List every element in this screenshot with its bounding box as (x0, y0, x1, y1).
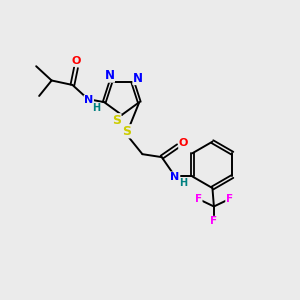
Text: O: O (71, 56, 81, 66)
Text: S: S (122, 125, 131, 138)
Text: F: F (195, 194, 202, 204)
Text: O: O (179, 139, 188, 148)
Text: H: H (92, 103, 100, 113)
Text: N: N (133, 71, 143, 85)
Text: F: F (226, 194, 233, 204)
Text: S: S (112, 114, 121, 127)
Text: N: N (104, 69, 114, 82)
Text: H: H (179, 178, 188, 188)
Text: N: N (170, 172, 180, 182)
Text: N: N (84, 95, 93, 105)
Text: F: F (210, 216, 218, 226)
